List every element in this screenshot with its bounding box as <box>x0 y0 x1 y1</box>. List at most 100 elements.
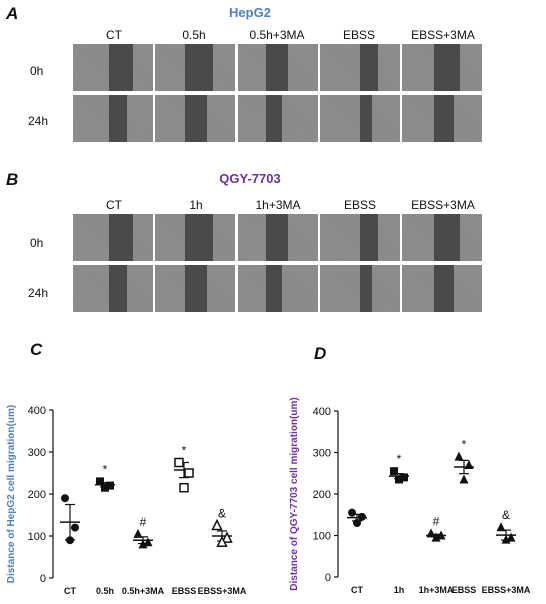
y-tick-label: 0 <box>325 572 331 584</box>
panel-b-tile <box>155 265 235 312</box>
scratch-gap <box>109 44 133 91</box>
chart-c: 0 100 200 300 400 Distance of HepG2 cell migr… <box>6 405 247 596</box>
panel-b-row-label: 24h <box>28 286 49 300</box>
x-tick-label: 0.5h <box>96 586 114 596</box>
scratch-gap <box>434 44 460 91</box>
scratch-gap <box>434 265 454 312</box>
scratch-gap <box>109 214 133 261</box>
scratch-gap <box>266 265 282 312</box>
chart-d: 0 100 200 300 400 Distance of QGY-7703 cell m… <box>289 397 531 595</box>
data-point <box>426 528 436 538</box>
data-point <box>179 482 189 493</box>
panel-b-tile <box>155 214 235 261</box>
x-tick-label: CT <box>351 585 363 595</box>
scratch-gap <box>185 44 213 91</box>
data-point <box>506 532 516 542</box>
panel-b-tile <box>73 214 153 261</box>
y-tick-label: 300 <box>313 448 331 460</box>
panel-a-tile <box>238 95 318 142</box>
y-axis-label: Distance of HepG2 cell migration(um) <box>6 405 17 583</box>
scratch-gap <box>266 95 282 142</box>
panel-b-row-label: 0h <box>30 236 44 250</box>
scratch-gap <box>266 44 288 91</box>
panel-b-tile <box>238 265 318 312</box>
data-point <box>501 534 511 544</box>
x-tick-label: CT <box>64 586 76 596</box>
significance-mark: * <box>462 438 467 452</box>
significance-mark: * <box>103 462 108 476</box>
x-tick-label: EBSS <box>172 586 197 596</box>
significance-mark: * <box>397 452 402 466</box>
data-point <box>221 531 233 543</box>
data-point <box>454 451 464 461</box>
x-tick-label: 1h+3MA <box>419 585 454 595</box>
panel-a-tile <box>155 44 235 91</box>
y-tick-label: 300 <box>28 447 46 459</box>
panel-b-col-label: EBSS+3MA <box>411 198 475 212</box>
x-tick-label: 1h <box>394 585 405 595</box>
data-point <box>133 528 143 538</box>
panel-b-col-label: CT <box>106 198 122 212</box>
scratch-gap <box>109 265 127 312</box>
data-point <box>395 475 403 484</box>
panel-b-tile <box>320 214 400 261</box>
panel-b-title: QGY-7703 <box>219 171 281 186</box>
significance-mark: & <box>218 507 226 521</box>
panel-b-letter: B <box>6 170 19 189</box>
data-point <box>358 512 366 521</box>
panel-b-tile <box>238 214 318 261</box>
y-tick-label: 400 <box>313 406 331 418</box>
data-point <box>431 532 441 542</box>
panel-a-col-label: 0.5h+3MA <box>249 28 305 42</box>
panel-b-col-label: 1h+3MA <box>255 198 301 212</box>
panel-a-col-label: 0.5h <box>182 28 206 42</box>
scratch-gap <box>185 265 207 312</box>
y-tick-label: 100 <box>313 531 331 543</box>
data-point <box>211 518 223 531</box>
scratch-gap <box>185 214 213 261</box>
data-point <box>96 477 104 486</box>
significance-mark: & <box>502 508 510 522</box>
panel-b-col-label: 1h <box>189 198 203 212</box>
y-axis-label: Distance of QGY-7703 cell migration(um) <box>289 397 300 590</box>
data-point <box>106 481 114 490</box>
scratch-gap <box>434 95 454 142</box>
data-point <box>143 537 153 547</box>
panel-b-tile <box>402 214 482 261</box>
data-point <box>71 523 79 532</box>
panel-b-tile <box>402 265 482 312</box>
scratch-gap <box>185 95 207 142</box>
scratch-gap <box>360 95 372 142</box>
panel-a-tile <box>155 95 235 142</box>
data-point <box>184 468 194 478</box>
data-point <box>464 459 474 469</box>
panel-a-col-label: CT <box>106 28 122 42</box>
significance-mark: # <box>140 515 147 529</box>
y-tick-label: 100 <box>28 531 46 543</box>
panel-a-tile <box>238 44 318 91</box>
panel-b-tile <box>320 265 400 312</box>
panel-b-col-label: EBSS <box>343 198 376 212</box>
data-point <box>138 539 148 549</box>
panel-a-tile <box>402 95 482 142</box>
scratch-gap <box>266 214 288 261</box>
scratch-gap <box>360 214 378 261</box>
panel-a-col-label: EBSS+3MA <box>411 28 475 42</box>
scratch-gap <box>360 265 372 312</box>
panel-a-tile <box>73 44 153 91</box>
panel-a-letter: A <box>6 4 19 23</box>
data-point <box>459 474 469 484</box>
data-point <box>390 467 398 476</box>
x-tick-label: EBSS+3MA <box>198 586 247 596</box>
panel-a-tile <box>320 44 400 91</box>
panel-a-title: HepG2 <box>229 5 271 20</box>
data-point <box>353 519 361 528</box>
data-point <box>66 536 74 545</box>
scratch-gap <box>109 95 127 142</box>
x-tick-label: EBSS+3MA <box>482 585 531 595</box>
data-point <box>101 483 109 492</box>
data-point <box>216 535 228 548</box>
data-point <box>400 473 408 482</box>
panel-a-col-label: EBSS <box>342 28 375 42</box>
